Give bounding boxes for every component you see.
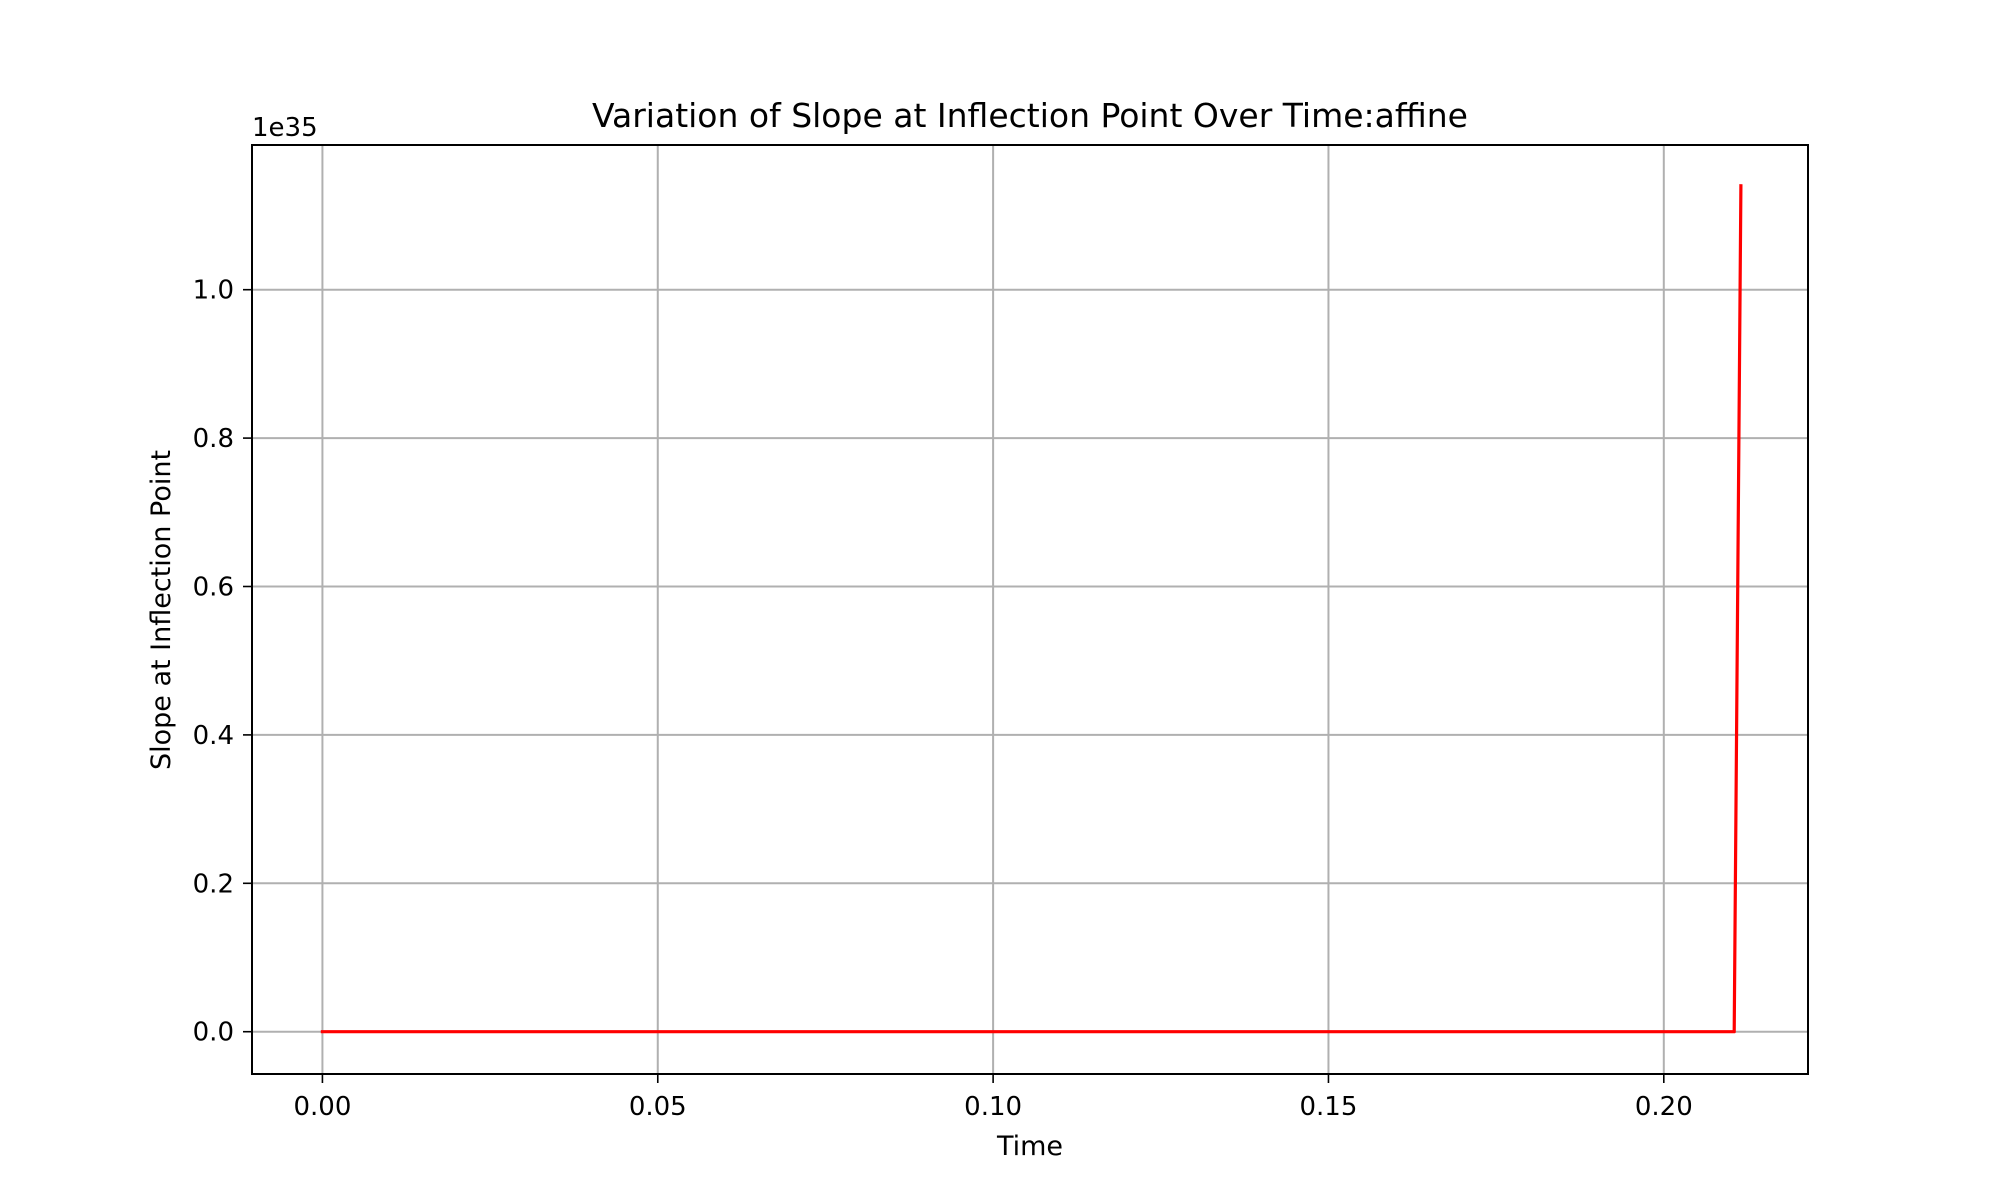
x-tick-label: 0.00 bbox=[293, 1092, 351, 1122]
y-tick-label: 1.0 bbox=[193, 276, 234, 306]
y-axis-label: Slope at Inflection Point bbox=[146, 450, 177, 770]
y-tick-label: 0.2 bbox=[193, 869, 234, 899]
series-layer bbox=[320, 184, 1743, 1034]
y-axis: 0.0 0.2 0.4 0.6 0.8 1.0 bbox=[193, 276, 252, 1048]
plot-frame bbox=[251, 144, 1809, 1075]
y-tick-label: 0.4 bbox=[193, 721, 234, 751]
x-axis-label: Time bbox=[996, 1131, 1063, 1162]
x-tick-label: 0.05 bbox=[629, 1092, 687, 1122]
x-tick-label: 0.10 bbox=[964, 1092, 1022, 1122]
series-line bbox=[320, 184, 1743, 1034]
x-tick-label: 0.20 bbox=[1635, 1092, 1693, 1122]
y-offset-label: 1e35 bbox=[252, 113, 318, 143]
x-tick-label: 0.15 bbox=[1300, 1092, 1358, 1122]
y-tick-label: 0.8 bbox=[193, 424, 234, 454]
x-axis: 0.00 0.05 0.10 0.15 0.20 bbox=[293, 1074, 1693, 1122]
y-tick-label: 0.0 bbox=[193, 1018, 234, 1048]
y-tick-label: 0.6 bbox=[193, 572, 234, 602]
chart-title: Variation of Slope at Inflection Point O… bbox=[592, 96, 1468, 135]
